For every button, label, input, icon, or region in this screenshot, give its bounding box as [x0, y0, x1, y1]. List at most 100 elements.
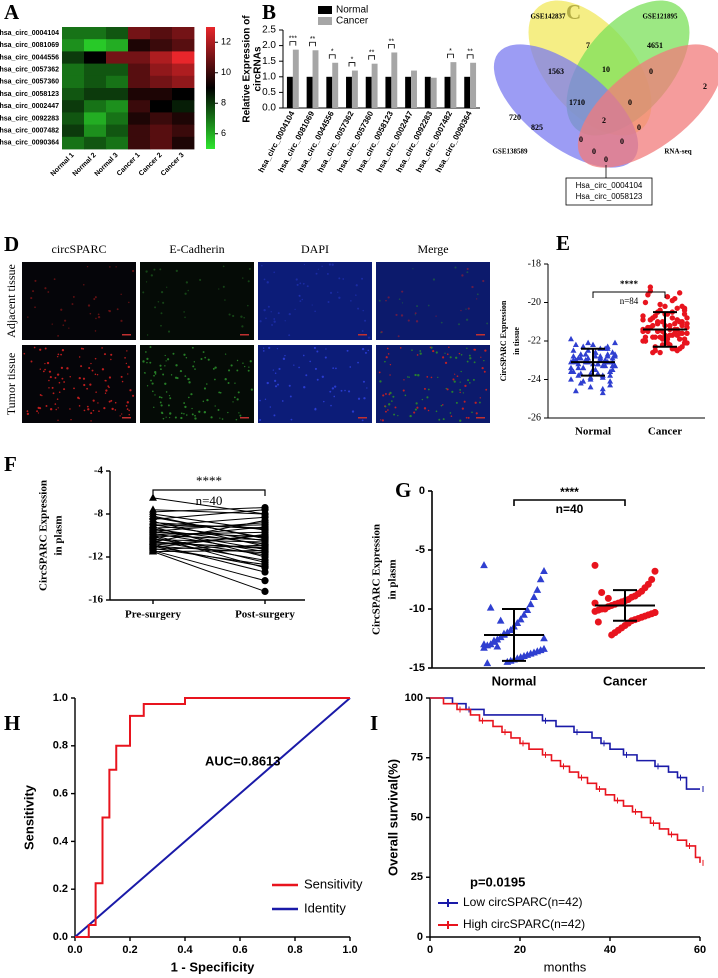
micrograph-speck: [83, 409, 86, 412]
micrograph-speck: [164, 354, 166, 357]
micrograph-speck: [185, 357, 188, 359]
micrograph-speck: [367, 349, 370, 352]
heatmap-cell: [62, 63, 85, 77]
micrograph-speck: [483, 359, 485, 362]
heatmap-cell: [106, 51, 129, 64]
micrograph-speck: [26, 412, 30, 416]
point: [642, 334, 649, 340]
error-bar: [581, 347, 605, 377]
scale-bar: [476, 417, 485, 419]
heatmap-cell: [62, 27, 85, 40]
pair-line: [152, 516, 266, 527]
micrograph-speck: [338, 277, 341, 280]
pair-line: [152, 531, 266, 535]
micrograph-speck: [241, 325, 244, 328]
micrograph-speck: [478, 401, 481, 404]
point: [667, 322, 673, 329]
region-count: 2: [703, 82, 707, 91]
point: [149, 541, 157, 550]
micrograph-speck: [70, 419, 72, 421]
micrograph-speck: [402, 389, 405, 392]
micrograph-speck: [167, 404, 170, 407]
micrograph-speck: [350, 300, 352, 302]
micrograph-speck: [453, 380, 456, 383]
y-tick-label: -8: [94, 508, 104, 520]
micrograph-speck: [413, 411, 416, 414]
micrograph-speck: [299, 300, 302, 303]
micrograph-speck: [188, 381, 191, 384]
micrograph-speck: [128, 413, 131, 416]
heatmap-cell: [84, 136, 107, 150]
legend-label: High circSPARC(n=42): [463, 917, 585, 931]
bracket: [368, 55, 376, 60]
panel-label: A: [4, 0, 20, 24]
venn-set: [577, 44, 718, 168]
micrograph-speck: [473, 348, 476, 351]
point: [684, 340, 690, 346]
micrograph-speck: [449, 412, 452, 414]
pair-line: [152, 522, 266, 530]
error-bar: [613, 589, 637, 622]
micrograph-speck: [333, 395, 336, 398]
set-label: RNA-seq: [664, 148, 691, 156]
point: [676, 336, 683, 342]
micrograph-speck: [51, 323, 53, 325]
column-label: DAPI: [301, 242, 329, 256]
micrograph-speck: [259, 320, 262, 323]
micrograph-speck: [94, 296, 97, 299]
point: [674, 347, 680, 354]
legend-label: Normal: [336, 5, 368, 16]
micrograph-speck: [61, 349, 65, 352]
x-tick-label: 60: [694, 944, 706, 956]
micrograph: [376, 345, 490, 423]
micrograph-speck: [146, 357, 149, 361]
micrograph-speck: [32, 290, 35, 293]
micrograph-speck: [242, 277, 244, 279]
x-tick-label: 0: [427, 944, 433, 956]
micrograph-speck: [34, 279, 37, 282]
point: [533, 585, 542, 593]
column-label: Merge: [417, 242, 448, 256]
micrograph-speck: [414, 314, 416, 316]
micrograph-speck: [162, 417, 165, 420]
micrograph-speck: [471, 285, 474, 289]
micrograph-speck: [111, 407, 114, 411]
micrograph-speck: [250, 388, 253, 391]
micrograph-speck: [243, 316, 245, 319]
micrograph-speck: [302, 354, 305, 357]
survival-curve: [430, 697, 701, 863]
y-tick-label: -16: [88, 594, 103, 606]
micrograph-speck: [97, 313, 100, 316]
micrograph-speck: [455, 356, 458, 359]
point: [526, 600, 535, 608]
scale-bar: [122, 417, 131, 419]
micrograph-speck: [328, 263, 332, 266]
point: [607, 378, 614, 384]
micrograph-speck: [203, 411, 207, 414]
point: [650, 322, 656, 329]
micrograph-speck: [88, 366, 91, 369]
micrograph-speck: [33, 346, 36, 349]
micrograph-speck: [227, 411, 229, 414]
micrograph-speck: [108, 310, 110, 312]
micrograph-speck: [311, 304, 313, 306]
point: [679, 303, 685, 310]
micrograph-speck: [288, 334, 291, 337]
point: [599, 389, 606, 396]
heatmap-cell: [128, 75, 151, 89]
x-tick-label: 0.8: [287, 944, 302, 956]
heatmap-cell: [172, 100, 195, 113]
heatmap-cell: [62, 51, 85, 64]
micrograph-speck: [107, 385, 110, 387]
micrograph-speck: [357, 361, 359, 364]
region-count: 7: [586, 41, 590, 50]
pair-line: [152, 550, 266, 553]
point: [572, 387, 579, 394]
micrograph-speck: [452, 378, 455, 381]
micrograph-speck: [423, 387, 426, 390]
point: [261, 510, 269, 518]
micrograph-speck: [473, 361, 476, 364]
micrograph-speck: [120, 293, 122, 296]
micrograph-speck: [219, 417, 221, 419]
micrograph-speck: [321, 265, 323, 268]
